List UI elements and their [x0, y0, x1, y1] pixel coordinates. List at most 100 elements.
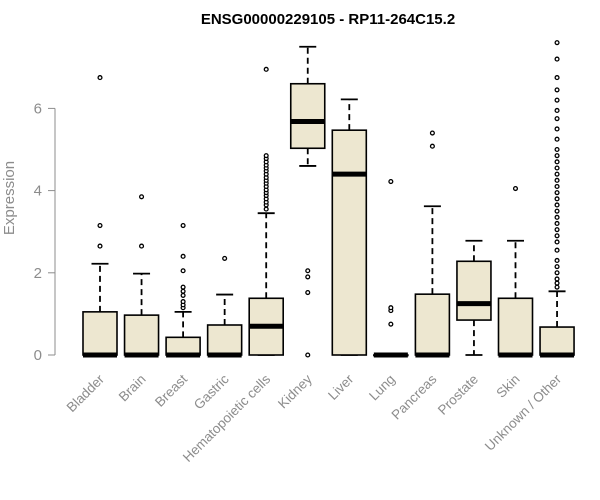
box-group — [123, 194, 160, 358]
outlier-point — [554, 208, 560, 214]
y-tick-label: 0 — [34, 347, 42, 364]
outlier-point — [554, 284, 560, 290]
iqr-box — [331, 129, 368, 356]
boxplot-boxes — [82, 40, 575, 358]
outlier-point — [180, 284, 186, 290]
x-tick-label: Gastric — [191, 371, 232, 412]
x-tick-label: Liver — [325, 371, 357, 403]
outlier-point — [554, 280, 560, 286]
outlier-point — [388, 305, 394, 311]
box-group — [206, 255, 243, 358]
box-group — [248, 66, 284, 356]
outlier-point — [97, 222, 103, 229]
outlier-point — [554, 75, 560, 81]
outlier-point — [554, 239, 560, 245]
iqr-box — [123, 314, 160, 356]
x-tick-label: Breast — [152, 371, 190, 409]
outlier-point — [429, 130, 435, 136]
chart-title: ENSG00000229105 - RP11-264C15.2 — [201, 11, 455, 28]
outlier-point — [554, 40, 560, 46]
box-group — [165, 222, 201, 358]
outlier-point — [554, 190, 560, 196]
outlier-point — [554, 159, 560, 165]
outlier-point — [305, 289, 311, 296]
outlier-point — [97, 75, 103, 81]
box-group — [497, 185, 534, 358]
outlier-point — [429, 143, 435, 149]
iqr-box — [497, 297, 534, 356]
box-group — [539, 40, 575, 358]
y-axis-label: Expression — [1, 161, 18, 235]
outlier-point — [305, 274, 311, 280]
outlier-point — [554, 270, 560, 276]
y-tick-label: 4 — [34, 183, 42, 200]
outlier-point — [554, 247, 560, 253]
outlier-point — [554, 87, 560, 93]
outlier-point — [554, 153, 560, 159]
outlier-point — [554, 116, 560, 122]
outlier-point — [554, 276, 560, 282]
box-group — [414, 130, 451, 358]
outlier-point — [554, 183, 560, 190]
outlier-point — [263, 206, 269, 212]
x-tick-label: Unknown / Other — [482, 371, 565, 454]
outlier-point — [554, 264, 560, 270]
box-group — [82, 75, 118, 358]
outlier-point — [554, 171, 560, 177]
outlier-point — [180, 253, 186, 259]
outlier-point — [139, 243, 145, 249]
outlier-point — [554, 107, 560, 114]
outlier-point — [180, 288, 186, 294]
outlier-point — [263, 153, 269, 159]
iqr-box — [82, 311, 118, 356]
outlier-point — [139, 194, 145, 200]
outlier-point — [180, 222, 186, 229]
outlier-point — [97, 243, 103, 249]
y-tick-label: 6 — [34, 100, 42, 117]
iqr-box — [456, 260, 492, 321]
x-tick-label: Bladder — [64, 371, 108, 415]
box-group — [331, 98, 368, 356]
outlier-point — [180, 292, 186, 298]
y-axis: 0 2 4 6 — [34, 100, 56, 364]
outlier-point — [305, 268, 311, 274]
outlier-point — [388, 321, 394, 327]
box-group — [289, 45, 326, 358]
x-tick-label: Prostate — [435, 372, 481, 418]
outlier-point — [554, 257, 560, 264]
outlier-point — [222, 255, 228, 261]
outlier-point — [554, 56, 560, 62]
iqr-box — [206, 324, 243, 356]
iqr-box — [539, 326, 575, 356]
iqr-box — [414, 293, 451, 356]
outlier-point — [512, 185, 519, 192]
outlier-point — [180, 268, 186, 274]
x-tick-label: Skin — [493, 372, 522, 401]
outlier-point — [554, 214, 560, 220]
x-tick-label: Pancreas — [389, 371, 440, 422]
outlier-point — [554, 220, 560, 227]
outlier-point — [554, 136, 560, 142]
x-tick-label: Brain — [116, 372, 149, 405]
outlier-point — [180, 299, 186, 305]
outlier-point — [554, 126, 560, 132]
outlier-point — [554, 165, 560, 171]
x-tick-label: Kidney — [275, 371, 315, 411]
box-group — [373, 179, 409, 358]
outlier-point — [554, 97, 560, 103]
x-tick-label: Lung — [366, 372, 398, 404]
y-tick-label: 2 — [34, 265, 42, 282]
iqr-box — [289, 82, 326, 150]
outlier-point — [554, 202, 560, 208]
iqr-box — [165, 336, 201, 356]
outlier-point — [554, 146, 560, 153]
outlier-point — [554, 177, 560, 183]
outlier-point — [388, 179, 394, 185]
box-group — [456, 239, 492, 356]
outlier-point — [305, 352, 311, 358]
outlier-point — [554, 233, 560, 239]
outlier-point — [263, 66, 269, 72]
outlier-point — [554, 196, 560, 202]
